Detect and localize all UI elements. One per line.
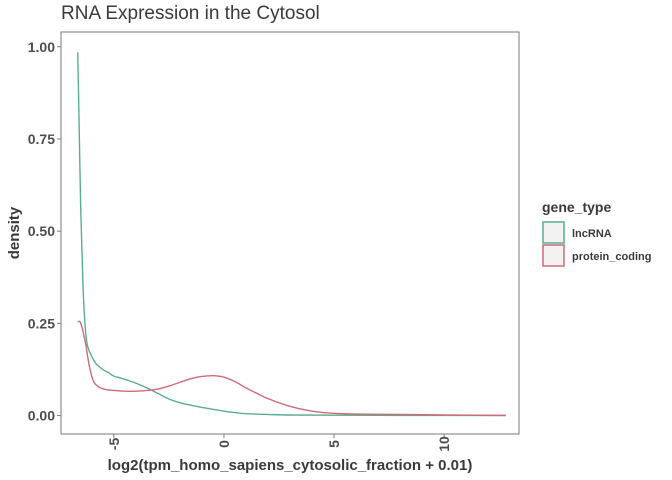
- y-tick-label: 1.00: [28, 39, 55, 55]
- legend-key-protein-coding: [542, 244, 565, 267]
- y-axis: 0.00 0.25 0.50 0.75 1.00: [28, 39, 61, 424]
- legend-label-protein-coding: protein_coding: [572, 251, 651, 263]
- y-tick-label: 0.25: [28, 315, 55, 331]
- series-layer: [77, 52, 506, 417]
- y-axis-title: density: [6, 206, 23, 259]
- legend-label-lncrna: lncRNA: [572, 228, 612, 240]
- plot-panel: [60, 31, 520, 435]
- density-line-lncrna: [77, 52, 506, 417]
- x-tick-label: 0: [216, 440, 232, 448]
- y-tick-label: 0.00: [28, 408, 55, 424]
- y-tick-label: 0.50: [28, 223, 55, 239]
- x-tick-label: 10: [436, 436, 452, 452]
- x-tick-label: 5: [326, 440, 342, 448]
- x-axis: -5 0 5 10: [106, 434, 452, 452]
- x-axis-title: log2(tpm_homo_sapiens_cytosolic_fraction…: [108, 457, 473, 474]
- legend-title: gene_type: [542, 199, 611, 215]
- legend-key-lncrna: [542, 221, 565, 244]
- x-tick-label: -5: [106, 438, 122, 451]
- density-line-protein-coding: [77, 320, 506, 417]
- legend: gene_type lncRNA protein_coding: [542, 199, 651, 267]
- y-tick-label: 0.75: [28, 131, 55, 147]
- chart-title: RNA Expression in the Cytosol: [61, 3, 320, 24]
